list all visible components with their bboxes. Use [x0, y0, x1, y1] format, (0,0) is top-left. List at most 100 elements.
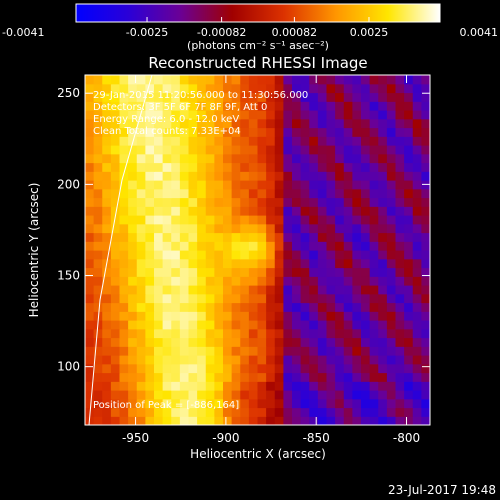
heatmap-cell	[205, 232, 215, 242]
heatmap-cell	[386, 346, 397, 356]
heatmap-cell	[231, 215, 241, 225]
heatmap-cell	[335, 390, 345, 400]
heatmap-cell	[154, 197, 164, 207]
heatmap-cell	[266, 127, 276, 137]
heatmap-cell	[326, 101, 336, 111]
heatmap-cell	[292, 101, 302, 111]
heatmap-cell	[274, 162, 284, 172]
heatmap-cell	[110, 101, 121, 111]
heatmap-cell	[361, 171, 371, 181]
colorbar-tick-label: -0.00082	[197, 26, 246, 39]
heatmap-cell	[171, 197, 181, 207]
heatmap-cell	[171, 118, 181, 129]
heatmap-cell	[171, 171, 181, 181]
heatmap-cell	[102, 293, 112, 304]
heatmap-cell	[369, 276, 379, 286]
heatmap-cell	[214, 276, 224, 286]
heatmap-cell	[369, 381, 379, 391]
heatmap-cell	[352, 416, 362, 425]
heatmap-cell	[197, 118, 207, 129]
heatmap-cell	[412, 398, 422, 409]
heatmap-cell	[240, 223, 250, 234]
heatmap-cell	[283, 153, 293, 164]
heatmap-cell	[309, 372, 319, 382]
heatmap-cell	[145, 250, 155, 260]
heatmap-cell	[214, 355, 224, 365]
heatmap-cell	[361, 258, 371, 269]
heatmap-cell	[378, 320, 388, 330]
heatmap-cell	[110, 171, 121, 181]
heatmap-cell	[386, 153, 397, 164]
heatmap-cell	[197, 162, 207, 172]
heatmap-cell	[119, 390, 129, 400]
heatmap-cell	[274, 180, 284, 190]
heatmap-cell	[404, 197, 414, 207]
heatmap-cell	[343, 276, 353, 286]
heatmap-cell	[266, 407, 276, 417]
heatmap-cell	[223, 83, 233, 94]
heatmap-cell	[266, 355, 276, 365]
heatmap-cell	[404, 127, 414, 137]
heatmap-cell	[395, 145, 405, 155]
heatmap-cell	[421, 92, 430, 102]
heatmap-cell	[154, 372, 164, 382]
heatmap-cell	[412, 241, 422, 251]
heatmap-cell	[404, 241, 414, 251]
heatmap-cell	[378, 267, 388, 277]
heatmap-cell	[197, 355, 207, 365]
heatmap-cell	[223, 206, 233, 216]
heatmap-cell	[326, 118, 336, 129]
heatmap-cell	[231, 267, 241, 277]
heatmap-cell	[188, 355, 198, 365]
heatmap-cell	[188, 83, 198, 94]
heatmap-cell	[231, 180, 241, 190]
heatmap-cell	[257, 328, 267, 339]
heatmap-cell	[421, 328, 430, 339]
heatmap-cell	[257, 346, 267, 356]
heatmap-cell	[179, 110, 190, 120]
heatmap-cell	[343, 197, 353, 207]
heatmap-cell	[102, 110, 112, 120]
heatmap-cell	[223, 162, 233, 172]
heatmap-cell	[128, 363, 138, 374]
heatmap-cell	[274, 118, 284, 129]
heatmap-cell	[283, 223, 293, 234]
heatmap-cell	[352, 101, 362, 111]
heatmap-cell	[283, 232, 293, 242]
heatmap-cell	[404, 346, 414, 356]
heatmap-cell	[257, 83, 267, 94]
heatmap-cell	[231, 162, 241, 172]
heatmap-cells	[85, 75, 430, 425]
heatmap-cell	[309, 180, 319, 190]
heatmap-cell	[119, 285, 129, 295]
heatmap-cell	[119, 127, 129, 137]
heatmap-cell	[266, 381, 276, 391]
heatmap-cell	[214, 346, 224, 356]
heatmap-cell	[119, 407, 129, 417]
heatmap-cell	[162, 363, 172, 374]
heatmap-cell	[412, 162, 422, 172]
heatmap-cell	[110, 346, 121, 356]
heatmap-cell	[412, 381, 422, 391]
heatmap-cell	[136, 162, 146, 172]
heatmap-cell	[421, 223, 430, 234]
heatmap-cell	[248, 118, 259, 129]
heatmap-cell	[300, 337, 310, 347]
heatmap-cell	[309, 232, 319, 242]
heatmap-cell	[352, 75, 362, 85]
heatmap-cell	[343, 337, 353, 347]
heatmap-cell	[102, 355, 112, 365]
heatmap-cell	[162, 241, 172, 251]
heatmap-cell	[214, 302, 224, 312]
heatmap-cell	[386, 407, 397, 417]
heatmap-cell	[119, 215, 129, 225]
heatmap-cell	[214, 206, 224, 216]
heatmap-cell	[274, 346, 284, 356]
annotation-clean-counts: Clean Total counts: 7.33E+04	[93, 126, 241, 137]
heatmap-cell	[412, 215, 422, 225]
heatmap-cell	[248, 162, 259, 172]
heatmap-cell	[119, 372, 129, 382]
heatmap-cell	[335, 215, 345, 225]
heatmap-cell	[102, 101, 112, 111]
heatmap-cell	[378, 153, 388, 164]
